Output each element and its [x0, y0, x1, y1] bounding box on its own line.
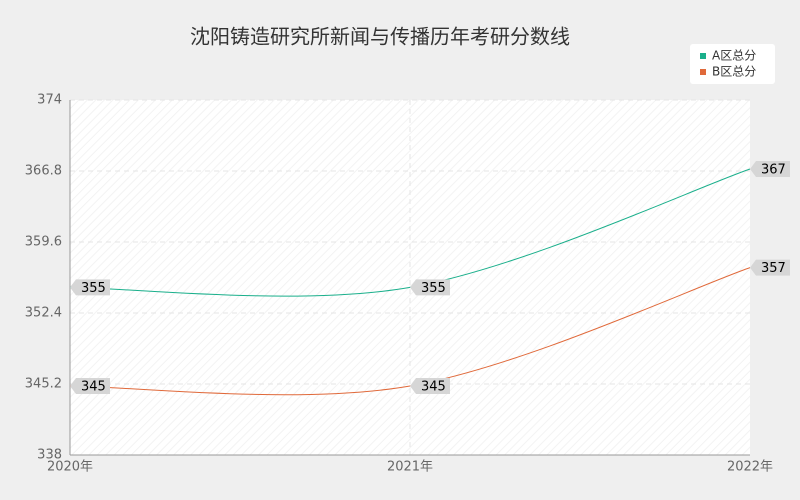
legend-label: A区总分	[712, 49, 756, 63]
x-tick-label: 2022年	[727, 460, 773, 475]
value-label: 355	[421, 281, 446, 296]
chart-title: 沈阳铸造研究所新闻与传播历年考研分数线	[190, 25, 570, 49]
value-label-bg	[70, 377, 110, 394]
y-tick-label: 359.6	[25, 235, 62, 250]
value-label-bg	[70, 279, 110, 296]
value-label: 357	[761, 261, 786, 276]
legend-swatch	[700, 53, 706, 59]
y-tick-label: 366.8	[25, 164, 62, 179]
y-tick-label: 374	[37, 93, 62, 108]
value-label-bg	[410, 377, 450, 394]
y-tick-label: 345.2	[25, 377, 62, 392]
x-tick-label: 2020年	[47, 460, 93, 475]
y-tick-label: 352.4	[25, 306, 62, 321]
legend-box	[690, 44, 775, 84]
value-label-bg	[750, 161, 790, 178]
legend-swatch	[700, 69, 706, 75]
plot-area	[70, 100, 750, 455]
value-label: 345	[81, 379, 106, 394]
value-label: 367	[761, 163, 786, 178]
y-tick-label: 338	[37, 448, 62, 463]
x-tick-label: 2021年	[387, 460, 433, 475]
legend-label: B区总分	[712, 65, 756, 79]
value-label: 355	[81, 281, 106, 296]
value-label-bg	[410, 279, 450, 296]
value-label-bg	[750, 259, 790, 276]
value-label: 345	[421, 379, 446, 394]
